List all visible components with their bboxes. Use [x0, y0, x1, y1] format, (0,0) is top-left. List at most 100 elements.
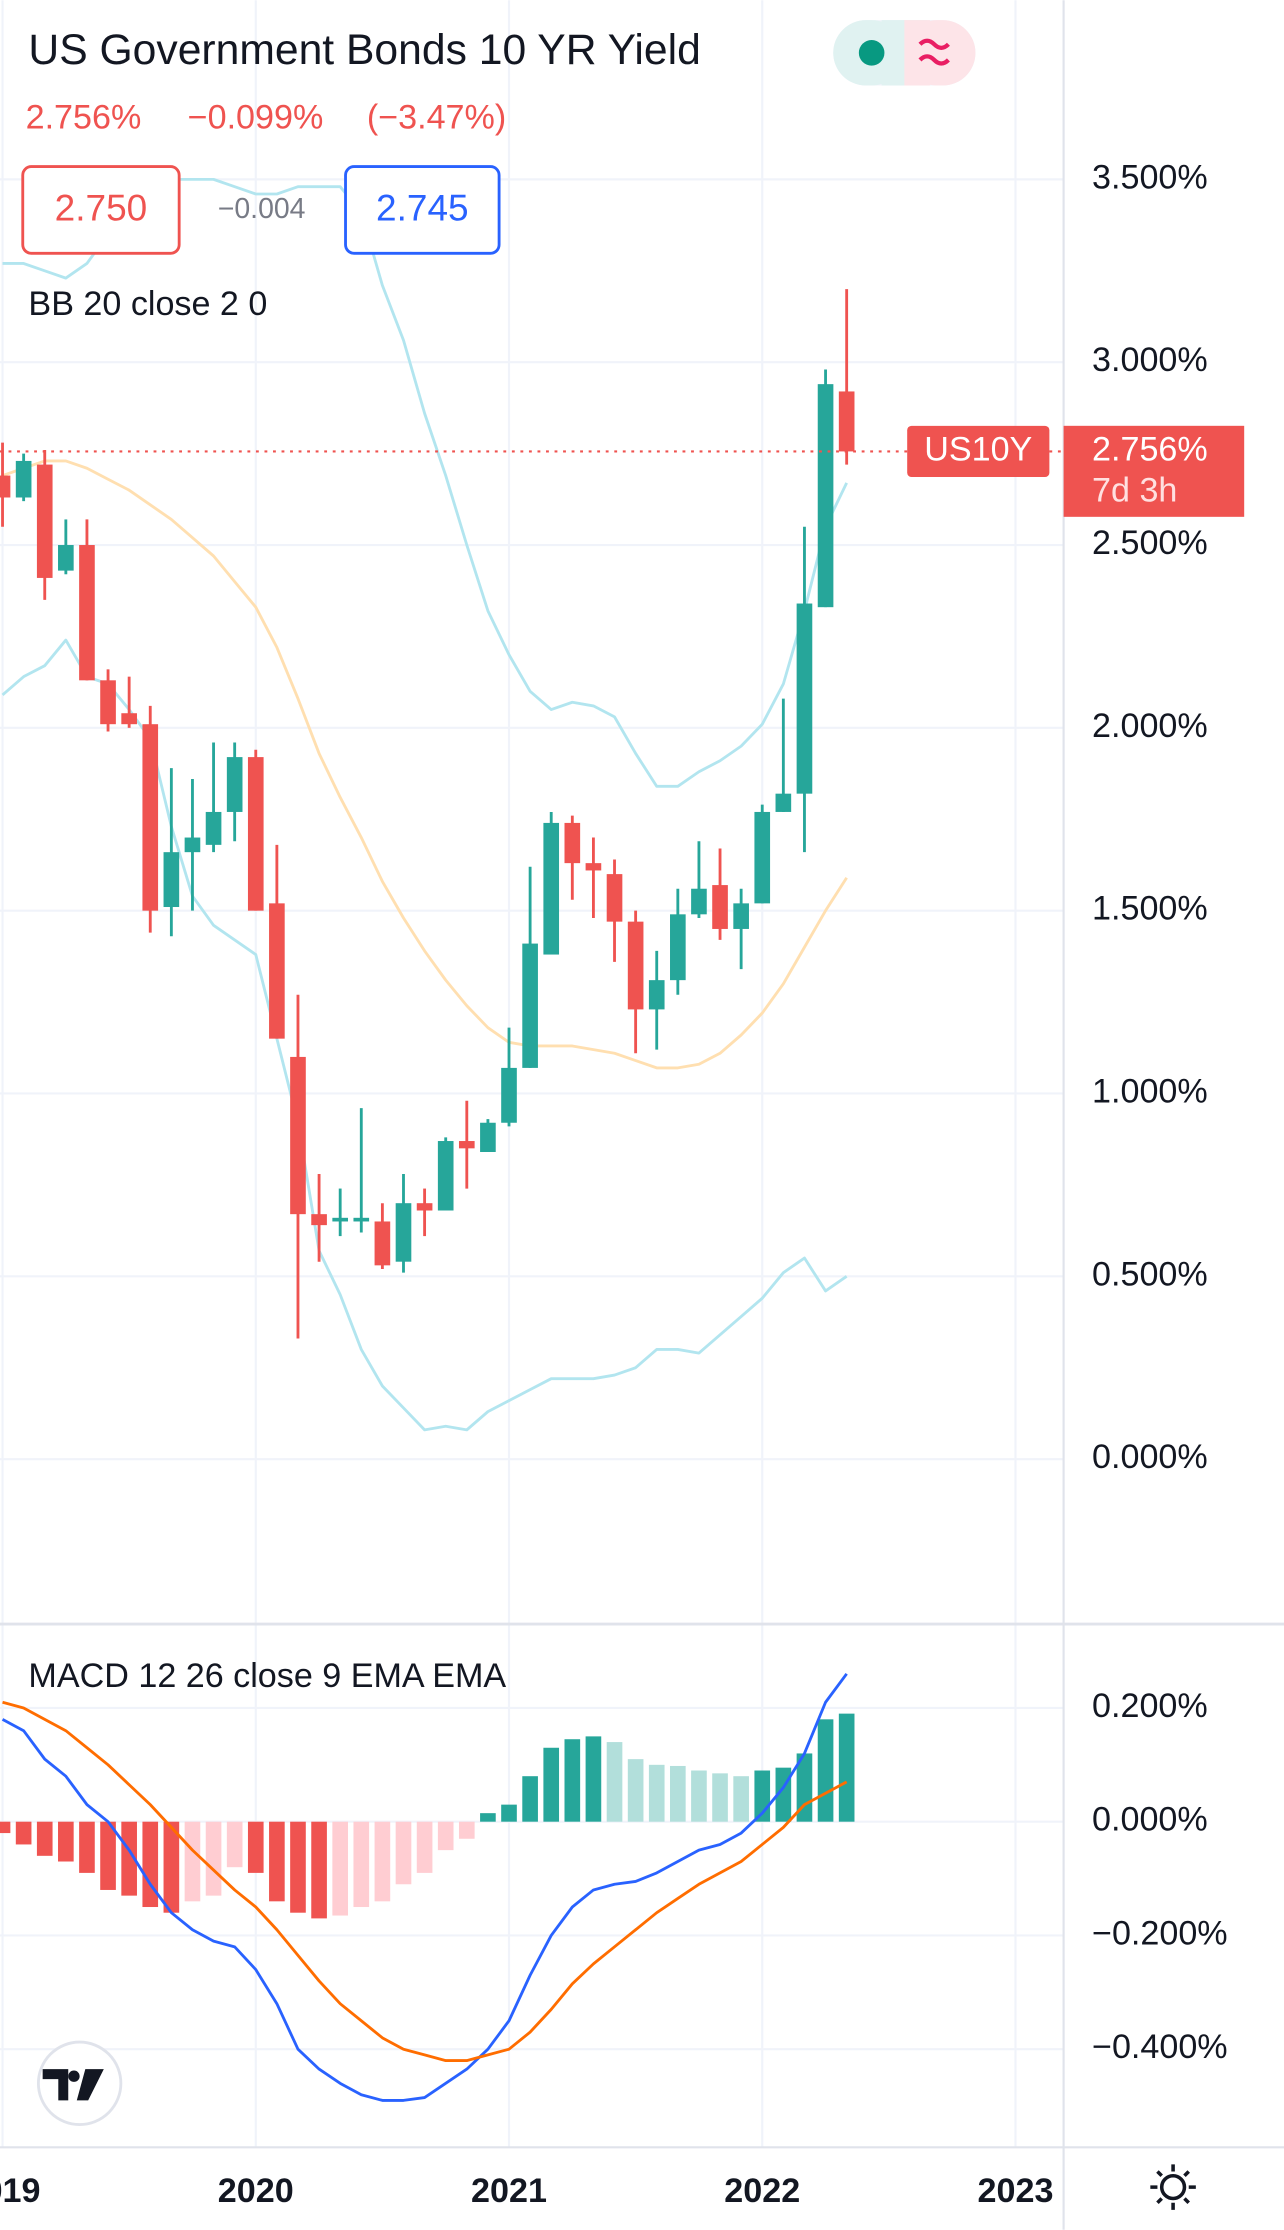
histogram-bar — [395, 1821, 412, 1885]
candle-body — [226, 757, 243, 812]
histogram-bar — [712, 1773, 728, 1822]
histogram-bar — [480, 1813, 496, 1822]
price-tag-text: 2.756% — [1092, 430, 1208, 468]
histogram-bar — [374, 1821, 391, 1902]
spread: −0.004 — [218, 193, 306, 225]
histogram-bar — [501, 1804, 517, 1822]
labels: 2019 2020 2021 2022 2023 0.000% 0.500% 1.000% 1.… — [0, 158, 1245, 2210]
settings-icon[interactable] — [1150, 2164, 1196, 2210]
candle-body — [627, 921, 644, 1010]
histogram-bar — [79, 1821, 95, 1873]
histogram-bar — [606, 1742, 623, 1822]
candle-body — [775, 793, 792, 812]
candle-body — [817, 384, 834, 608]
symbol-tag-text: US10Y — [924, 430, 1032, 468]
y-tick-label: 2.500% — [1092, 524, 1208, 562]
candle-body — [543, 822, 560, 955]
histogram-bar — [226, 1821, 243, 1868]
candle-body — [754, 811, 771, 904]
histogram-bar — [163, 1821, 180, 1913]
ask: 2.745 — [376, 187, 469, 228]
candle-body — [458, 1141, 475, 1149]
histogram-bar — [838, 1713, 855, 1822]
candle-body — [79, 545, 95, 681]
bid-box[interactable] — [21, 165, 181, 255]
candle-body — [585, 863, 602, 871]
candle-body — [437, 1141, 454, 1211]
histogram-bar — [564, 1739, 581, 1822]
candle-body — [712, 885, 728, 929]
y-tick-label: 1.000% — [1092, 1073, 1208, 1111]
bollinger-band — [1, 638, 848, 1432]
candle-body — [184, 837, 201, 853]
signal-line — [2, 1700, 848, 2063]
chart-title: US Government Bonds 10 YR Yield — [28, 26, 700, 74]
candle-body — [36, 464, 53, 578]
y-tick-label: 3.000% — [1092, 341, 1208, 379]
candle-body — [501, 1067, 517, 1123]
histogram-bar — [733, 1776, 749, 1822]
countdown: 7d 3h — [1092, 472, 1177, 510]
ask-box[interactable] — [344, 165, 501, 255]
histogram-bar — [142, 1821, 159, 1908]
histogram-bar — [627, 1759, 644, 1822]
histogram-bar — [58, 1821, 74, 1862]
candle-body — [15, 460, 32, 498]
price: 2.756% — [26, 99, 142, 137]
candle-body — [796, 603, 813, 794]
candle-body — [564, 822, 581, 864]
candle-body — [416, 1203, 433, 1211]
logo-mark — [42, 2069, 104, 2101]
header: US Government Bonds 10 YR Yield 2.756% −… — [21, 20, 1196, 2210]
candle-body — [395, 1203, 412, 1262]
y-tick-label: 2.000% — [1092, 707, 1208, 745]
candle-body — [353, 1217, 370, 1222]
y-tick-label: 3.500% — [1092, 158, 1208, 196]
histogram-bar — [691, 1770, 707, 1822]
histogram-bar — [458, 1821, 475, 1839]
candle-body — [247, 757, 264, 911]
candle-body — [142, 724, 159, 911]
y-tick-label: 1.500% — [1092, 890, 1208, 928]
histogram-bar — [247, 1821, 264, 1873]
status-dot — [858, 40, 885, 66]
symbol-tag — [907, 425, 1050, 478]
candle-body — [838, 391, 855, 452]
histogram-bar — [0, 1821, 11, 1834]
change-percent: (−3.47%) — [367, 99, 506, 137]
y-tick-label: 0.000% — [1092, 1438, 1208, 1476]
bb-legend: BB 20 close 2 0 — [28, 285, 267, 323]
x-tick-label: 2020 — [218, 2172, 294, 2210]
candle-body — [670, 914, 686, 981]
grid — [0, 0, 1064, 2148]
histogram-bar — [543, 1747, 560, 1822]
x-tick-label: 2019 — [0, 2172, 40, 2210]
candle-body — [290, 1056, 306, 1215]
x-tick-label: 2023 — [978, 2172, 1054, 2210]
logo[interactable] — [36, 2040, 123, 2126]
change: −0.099% — [188, 99, 324, 137]
candle-body — [691, 888, 707, 915]
candle-body — [0, 475, 11, 498]
y-tick-label: 0.500% — [1092, 1255, 1208, 1293]
delay-icon — [918, 38, 950, 66]
histogram-bar — [416, 1821, 433, 1873]
candle-body — [733, 903, 749, 929]
candle-body — [648, 980, 665, 1010]
x-tick-label: 2021 — [471, 2172, 547, 2210]
histogram-bar — [100, 1821, 116, 1890]
histogram-bar — [15, 1821, 32, 1845]
histogram-bar — [437, 1821, 454, 1851]
candle-body — [205, 811, 222, 845]
histogram-bar — [184, 1821, 201, 1902]
histogram-bar — [36, 1821, 53, 1856]
y-tick-label: −0.200% — [1092, 1914, 1228, 1952]
candle-body — [100, 680, 116, 725]
histogram-bar — [311, 1821, 327, 1919]
histogram-bar — [205, 1821, 222, 1896]
y-tick-label: 0.200% — [1092, 1687, 1208, 1725]
price-tag — [1063, 425, 1245, 517]
candle-body — [374, 1221, 391, 1266]
